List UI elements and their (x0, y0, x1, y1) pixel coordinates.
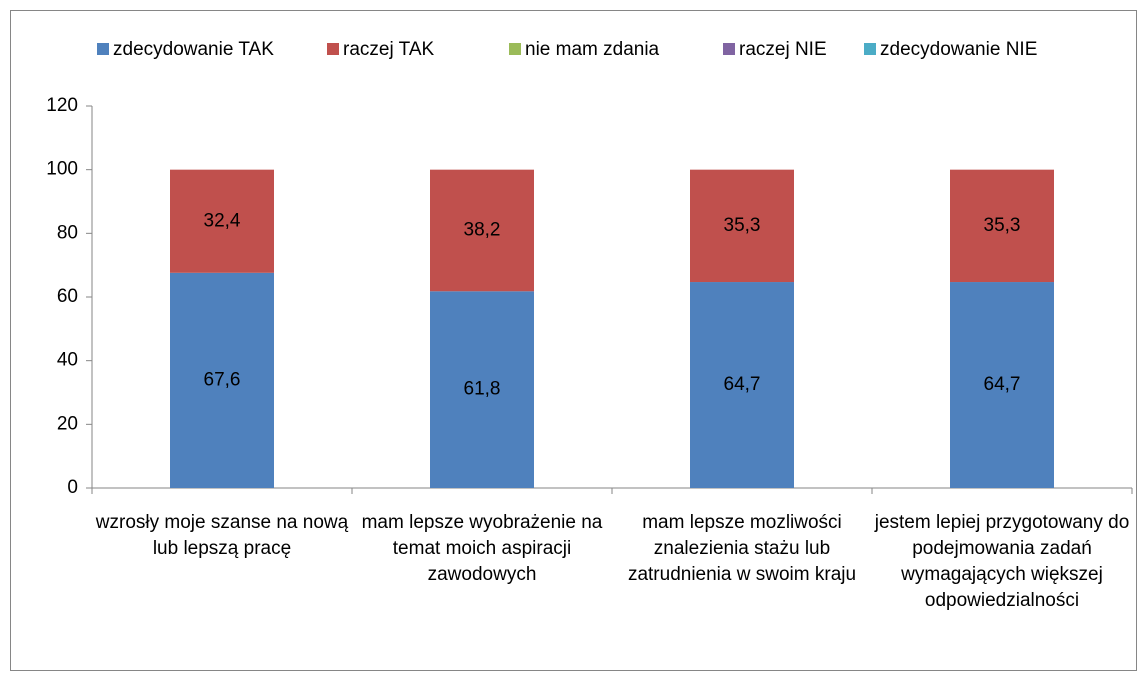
bar-segment (170, 169, 274, 273)
bar-segment (690, 169, 794, 283)
bar-segment (430, 169, 534, 292)
x-tick-label: mam lepsze wyobrażenie na temat moich as… (361, 512, 603, 585)
bar-segment (170, 272, 274, 488)
y-tick-label: 80 (57, 222, 78, 243)
legend-swatch (864, 43, 876, 55)
legend-swatch (327, 43, 339, 55)
x-tick-label: wzrosły moje szanse na nową lub lepszą p… (95, 512, 349, 559)
y-tick-label: 120 (46, 95, 78, 116)
bar-segment (950, 169, 1054, 283)
y-tick-label: 20 (57, 413, 78, 434)
legend-swatch (723, 43, 735, 55)
bar-segment (690, 282, 794, 488)
legend-label: raczej TAK (343, 39, 434, 60)
data-label: 35,3 (984, 215, 1021, 236)
x-tick-label: jestem lepiej przygotowany do podejmowan… (874, 512, 1130, 611)
y-tick-label: 40 (57, 350, 78, 371)
bar-segment (430, 291, 534, 488)
data-label: 38,2 (464, 219, 501, 240)
legend-swatch (97, 43, 109, 55)
legend-label: raczej NIE (739, 39, 827, 60)
data-label: 61,8 (464, 379, 501, 400)
y-tick-label: 100 (46, 159, 78, 180)
data-label: 32,4 (204, 210, 241, 231)
x-tick-label: mam lepsze mozliwości znalezienia stażu … (627, 512, 857, 585)
legend-swatch (509, 43, 521, 55)
data-label: 64,7 (724, 374, 761, 395)
data-label: 67,6 (204, 369, 241, 390)
y-tick-label: 0 (67, 477, 78, 498)
bar-segment (950, 282, 1054, 488)
legend-label: zdecydowanie NIE (880, 39, 1037, 60)
data-label: 64,7 (984, 374, 1021, 395)
data-label: 35,3 (724, 215, 761, 236)
legend-label: zdecydowanie TAK (113, 39, 274, 60)
y-tick-label: 60 (57, 286, 78, 307)
legend-label: nie mam zdania (525, 39, 660, 60)
